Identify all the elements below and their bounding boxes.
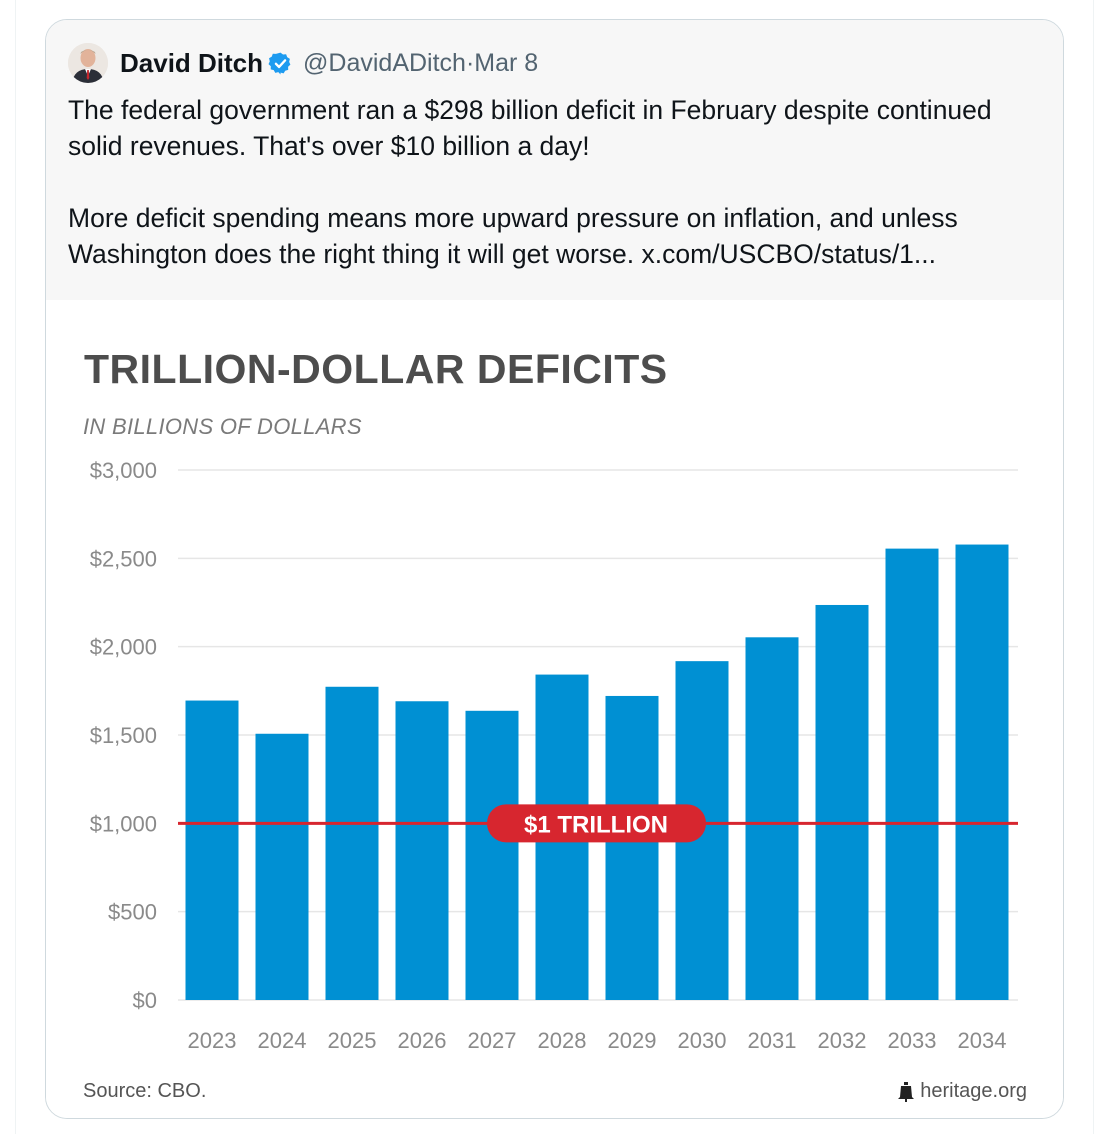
y-tick-label: $2,000 — [90, 635, 157, 660]
avatar[interactable] — [68, 43, 108, 83]
y-tick-label: $1,500 — [90, 723, 157, 748]
page-edge-left — [15, 0, 16, 1134]
x-tick-label: 2033 — [888, 1028, 937, 1053]
liberty-bell-icon — [898, 1081, 915, 1102]
bar-2032 — [815, 604, 869, 1000]
x-tick-label: 2030 — [678, 1028, 727, 1053]
bar-2026 — [395, 701, 449, 1000]
x-tick-label: 2029 — [608, 1028, 657, 1053]
y-tick-label: $0 — [133, 988, 157, 1013]
bar-2024 — [255, 733, 309, 1000]
bar-2034 — [955, 544, 1009, 1000]
tweet-text-line: solid revenues. That's over $10 billion … — [68, 131, 590, 161]
bar-2025 — [325, 686, 379, 1000]
y-tick-label: $3,000 — [90, 458, 157, 483]
y-tick-label: $1,000 — [90, 811, 157, 836]
tweet-author-row: David Ditch @DavidADitch · Mar 8 — [68, 42, 538, 84]
deficit-bar-chart: TRILLION-DOLLAR DEFICITS IN BILLIONS OF … — [83, 346, 1018, 1053]
bar-2031 — [745, 637, 799, 1000]
y-tick-label: $500 — [108, 900, 157, 925]
y-tick-label: $2,500 — [90, 546, 157, 571]
author-handle[interactable]: @DavidADitch — [303, 48, 466, 77]
chart-image[interactable]: TRILLION-DOLLAR DEFICITS IN BILLIONS OF … — [46, 300, 1063, 1118]
tweet-text: The federal government ran a $298 billio… — [68, 92, 1058, 272]
x-tick-label: 2028 — [538, 1028, 587, 1053]
threshold-label: $1 TRILLION — [524, 811, 668, 838]
meta-separator: · — [465, 48, 475, 77]
x-tick-label: 2023 — [188, 1028, 237, 1053]
chart-title: TRILLION-DOLLAR DEFICITS — [84, 346, 668, 392]
brand-text: heritage.org — [920, 1080, 1027, 1102]
quoted-tweet-header: David Ditch @DavidADitch · Mar 8 The fed… — [46, 20, 1063, 300]
tweet-date[interactable]: Mar 8 — [474, 48, 539, 77]
x-tick-label: 2032 — [818, 1028, 867, 1053]
chart-brand: heritage.org — [898, 1080, 1027, 1103]
bar-2023 — [185, 700, 239, 1000]
x-tick-label: 2024 — [258, 1028, 307, 1053]
chart-source: Source: CBO. — [83, 1080, 207, 1102]
chart-subtitle: IN BILLIONS OF DOLLARS — [83, 414, 362, 439]
bar-2033 — [885, 548, 939, 1000]
tweet-text-line: Washington does the right thing it will … — [68, 239, 937, 269]
x-tick-label: 2031 — [748, 1028, 797, 1053]
author-name[interactable]: David Ditch — [120, 47, 264, 78]
verified-badge-icon — [268, 51, 293, 76]
bar-2027 — [465, 710, 519, 1000]
x-tick-label: 2027 — [468, 1028, 517, 1053]
quoted-tweet-card[interactable]: David Ditch @DavidADitch · Mar 8 The fed… — [45, 19, 1064, 1119]
bar-2029 — [605, 695, 659, 1000]
page-edge-right — [1093, 0, 1094, 1134]
x-tick-label: 2026 — [398, 1028, 447, 1053]
x-tick-label: 2034 — [958, 1028, 1007, 1053]
tweet-text-line: The federal government ran a $298 billio… — [68, 95, 992, 125]
tweet-text-line: More deficit spending means more upward … — [68, 203, 958, 233]
x-tick-label: 2025 — [328, 1028, 377, 1053]
threshold-label-pill — [487, 804, 706, 843]
